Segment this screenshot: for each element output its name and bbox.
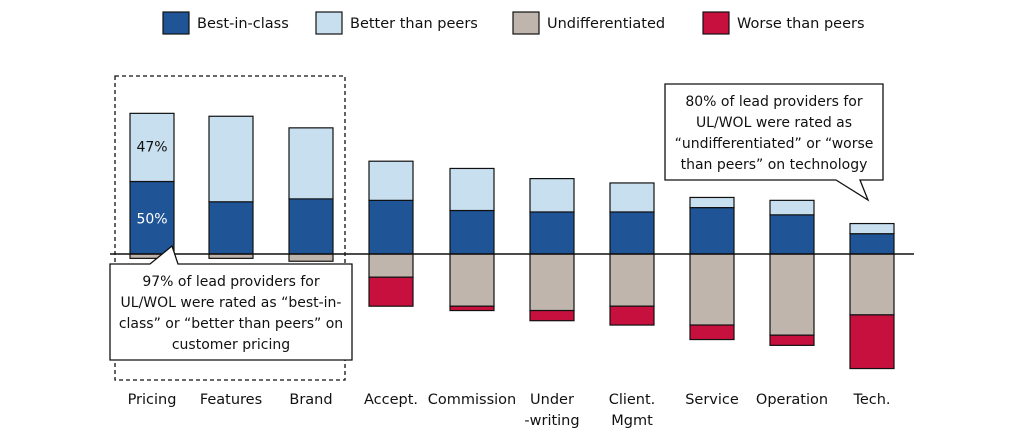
bar-segment-8-2 — [689, 196, 735, 209]
legend-swatch-1 — [162, 11, 190, 35]
bar-segment-7-4 — [609, 305, 655, 326]
bar-segment-4-2 — [368, 160, 414, 201]
legend-label-3: Undifferentiated — [547, 16, 665, 32]
bar-segment-8-3 — [689, 253, 735, 326]
callout-1-line-2: UL/WOL were rated as “best-in- — [121, 295, 342, 311]
callout-1-line-4: customer pricing — [172, 337, 290, 353]
data-labels: 50% 47% — [136, 139, 167, 227]
bar-segment-3-1 — [288, 198, 334, 255]
bar-segment-8-4 — [689, 324, 735, 341]
bar-segment-4-3 — [368, 253, 414, 278]
bars — [129, 112, 895, 370]
bar-segment-7-3 — [609, 253, 655, 307]
bar-segment-9-2 — [769, 199, 815, 216]
category-label-6: Under — [530, 392, 574, 408]
legend-label-4: Worse than peers — [737, 16, 865, 32]
bar-segment-4-4 — [368, 276, 414, 307]
callout-2-line-3: “undifferentiated” or “worse — [675, 136, 874, 152]
bar-segment-6-1 — [529, 211, 575, 255]
category-label-7-line-2: Mgmt — [611, 413, 653, 429]
legend-label-1: Best-in-class — [197, 16, 289, 32]
bar-segment-9-4 — [769, 334, 815, 346]
callout-1-line-1: 97% of lead providers for — [142, 274, 320, 290]
data-label-1: 50% — [136, 212, 167, 228]
callouts: 97% of lead providers for UL/WOL were rat… — [109, 83, 884, 361]
bar-segment-5-2 — [449, 167, 495, 212]
legend-swatch-2 — [315, 11, 343, 35]
legend: Best-in-class Better than peers Undifferen… — [162, 11, 865, 35]
bar-segment-3-3 — [288, 253, 334, 262]
category-label-6-line-2: -writing — [524, 413, 579, 429]
data-label-2: 47% — [136, 139, 167, 155]
legend-swatch-4 — [702, 11, 730, 35]
bar-segment-6-2 — [529, 178, 575, 213]
callout-1-line-3: class” or “better than peers” on — [119, 316, 343, 332]
bar-segment-1-2 — [129, 112, 175, 183]
bar-segment-7-1 — [609, 211, 655, 255]
legend-label-2: Better than peers — [350, 16, 478, 32]
bar-segment-10-2 — [849, 222, 895, 235]
bar-segment-3-2 — [288, 127, 334, 200]
bar-segment-5-4 — [449, 305, 495, 312]
bar-segment-2-2 — [208, 115, 254, 203]
category-label-8: Service — [685, 392, 739, 408]
bar-segment-10-1 — [849, 233, 895, 255]
bar-segment-6-4 — [529, 309, 575, 322]
category-label-2: Features — [200, 392, 262, 408]
category-label-7: Client. — [609, 392, 656, 408]
bar-segment-2-1 — [208, 201, 254, 255]
bar-segment-10-4 — [849, 314, 895, 370]
category-label-9: Operation — [756, 392, 828, 408]
bar-segment-6-3 — [529, 253, 575, 312]
callout-2-line-2: UL/WOL were rated as — [696, 115, 852, 131]
category-label-4: Accept. — [364, 392, 418, 408]
bar-segment-4-1 — [368, 199, 414, 255]
callout-box-1 — [109, 244, 353, 361]
callout-2-line-4: than peers” on technology — [681, 157, 868, 173]
bar-segment-5-1 — [449, 209, 495, 255]
bar-segment-5-3 — [449, 253, 495, 307]
legend-swatch-3 — [512, 11, 540, 35]
category-label-1: Pricing — [128, 392, 177, 408]
bar-segment-8-1 — [689, 207, 735, 255]
highlight-box — [114, 75, 346, 381]
bar-segment-10-3 — [849, 253, 895, 316]
category-labels: Pricing Features Brand Accept. Commission Und… — [128, 392, 891, 429]
callout-2-line-1: 80% of lead providers for — [685, 94, 863, 110]
bar-segment-9-3 — [769, 253, 815, 336]
bar-segment-9-1 — [769, 214, 815, 255]
bar-segment-7-2 — [609, 182, 655, 213]
category-label-5: Commission — [428, 392, 516, 408]
category-label-3: Brand — [289, 392, 332, 408]
callout-box-2 — [664, 83, 884, 202]
category-label-10: Tech. — [852, 392, 890, 408]
